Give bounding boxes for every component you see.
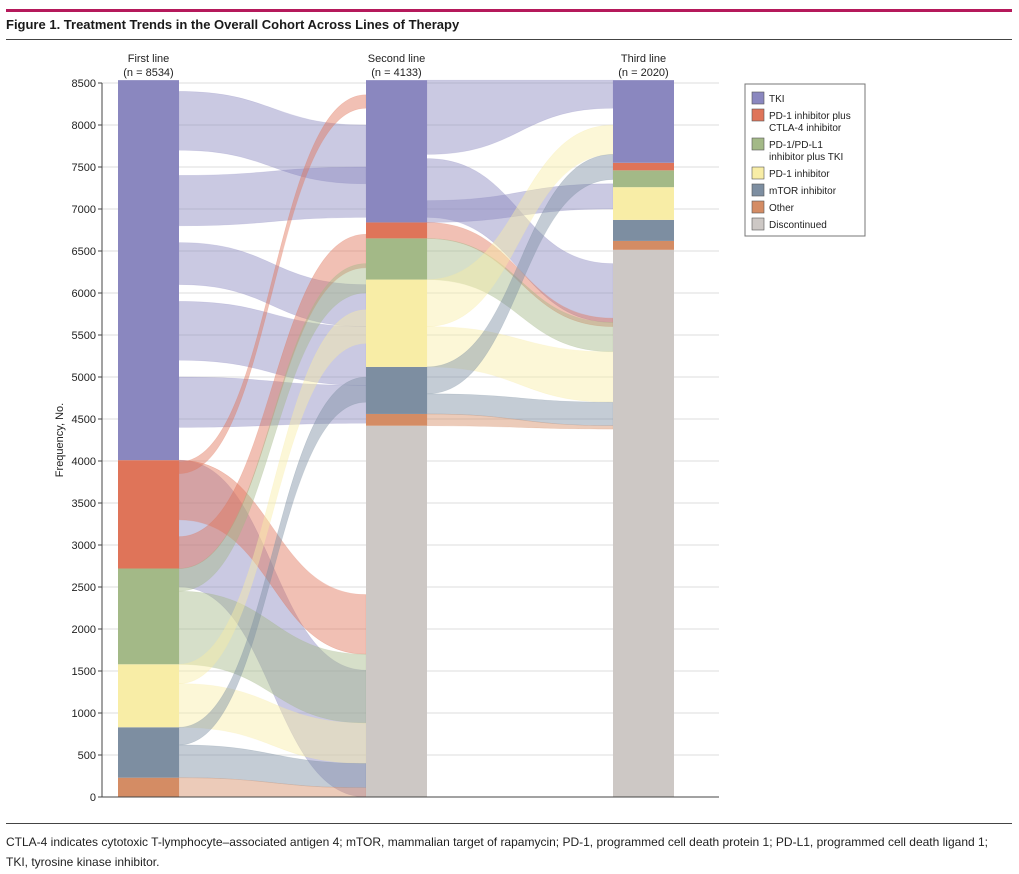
alluvial-chart: 0 500 1000 1500 2000 2500 3000 3500 4000 4500 5000… — [54, 53, 866, 804]
y-axis: 0 500 1000 1500 2000 2500 3000 3500 4000 4500 5000… — [72, 78, 719, 804]
line-stacks — [118, 80, 674, 798]
legend-swatch-disc — [751, 217, 765, 231]
line-header-label: First line — [128, 53, 170, 65]
flow-ribbon-mtor — [426, 154, 614, 395]
flow-ribbon-tki — [426, 79, 614, 155]
y-tick-label: 3000 — [72, 540, 96, 552]
y-tick-label: 500 — [78, 750, 96, 762]
legend-swatch-pd1ctla4 — [751, 108, 765, 122]
figure-caption: CTLA-4 indicates cytotoxic T-lymphocyte–… — [6, 835, 989, 869]
stack-segment-tki — [613, 80, 674, 163]
y-tick-label: 4000 — [72, 456, 96, 468]
y-tick-label: 4500 — [72, 414, 96, 426]
legend-label-pdl1tki: PD-1/PD-L1 — [769, 140, 823, 151]
legend-swatch-pd1 — [751, 166, 765, 180]
stack-segment-pdl1tki — [118, 568, 179, 665]
legend-label-pd1ctla4: PD-1 inhibitor plus — [769, 111, 851, 122]
y-tick-label: 3500 — [72, 498, 96, 510]
flow-ribbon-tki — [178, 166, 367, 227]
y-tick-label: 5500 — [72, 330, 96, 342]
title-divider — [6, 39, 1012, 40]
legend-label-pd1: PD-1 inhibitor — [769, 169, 830, 180]
caption-divider — [6, 823, 1012, 824]
stack-segment-other — [613, 240, 674, 250]
y-axis-label: Frequency, No. — [54, 403, 66, 477]
y-tick-label: 7000 — [72, 204, 96, 216]
stack-segment-mtor — [613, 219, 674, 241]
y-tick-label: 5000 — [72, 372, 96, 384]
y-tick-label: 6000 — [72, 288, 96, 300]
stack-segment-pdl1tki — [613, 170, 674, 188]
y-tick-label: 1000 — [72, 708, 96, 720]
legend-swatch-mtor — [751, 183, 765, 197]
stack-segment-pd1ctla4 — [366, 222, 427, 239]
legend-label-tki: TKI — [769, 94, 785, 105]
stack-segment-pd1 — [366, 279, 427, 367]
stack-segment-pd1 — [118, 664, 179, 728]
legend-label-disc: Discontinued — [769, 220, 827, 231]
legend-swatch-pdl1tki — [751, 137, 765, 151]
flow-ribbon-mtor — [426, 393, 614, 427]
line-header-label: Third line — [621, 53, 666, 65]
stack-segment-other — [366, 413, 427, 426]
line-header-label: Second line — [368, 53, 426, 65]
stack-segment-pd1ctla4 — [613, 162, 674, 171]
y-tick-label: 2000 — [72, 624, 96, 636]
legend-label-mtor: mTOR inhibitor — [769, 186, 837, 197]
y-tick-label: 8000 — [72, 120, 96, 132]
stack-segment-disc — [613, 249, 674, 798]
stack-segment-pdl1tki — [366, 238, 427, 280]
figure-title: Figure 1. Treatment Trends in the Overal… — [6, 17, 460, 32]
y-tick-label: 6500 — [72, 246, 96, 258]
line-headers: First line (n = 8534) Second line (n = 4133… — [123, 53, 668, 79]
legend-box — [744, 83, 866, 237]
stack-segment-mtor — [366, 366, 427, 414]
stack-segment-tki — [366, 80, 427, 223]
legend-swatch-other — [751, 200, 765, 214]
line-header-n: (n = 2020) — [618, 67, 668, 79]
stack-segment-disc — [366, 425, 427, 797]
stack-segment-other — [118, 777, 179, 797]
top-accent-rule — [6, 9, 1012, 12]
stack-segment-pd1ctla4 — [118, 460, 179, 569]
legend-label-pd1ctla4: CTLA-4 inhibitor — [769, 123, 842, 134]
y-tick-label: 0 — [90, 792, 96, 804]
stack-segment-tki — [118, 80, 179, 461]
y-tick-label: 8500 — [72, 78, 96, 90]
legend-swatch-tki — [751, 91, 765, 105]
line-header-n: (n = 4133) — [371, 67, 421, 79]
y-tick-label: 7500 — [72, 162, 96, 174]
y-tick-label: 2500 — [72, 582, 96, 594]
line-header-n: (n = 8534) — [123, 67, 173, 79]
legend-label-other: Other — [769, 203, 795, 214]
stack-segment-pd1 — [613, 187, 674, 220]
legend-label-pdl1tki: inhibitor plus TKI — [769, 152, 843, 163]
stack-segment-mtor — [118, 727, 179, 778]
flow-ribbons — [178, 79, 614, 798]
y-tick-label: 1500 — [72, 666, 96, 678]
